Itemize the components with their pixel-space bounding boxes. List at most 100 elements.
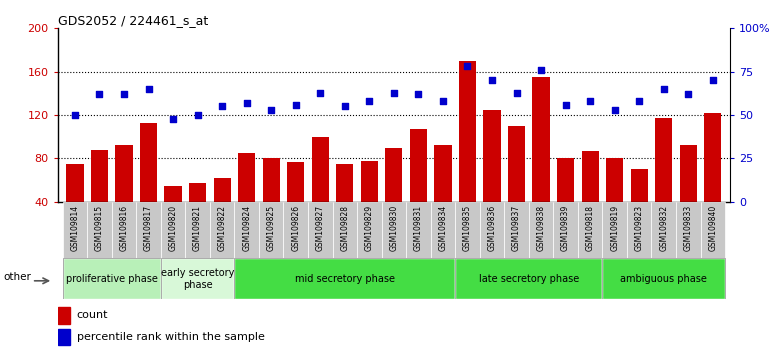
Bar	[234, 258, 455, 299]
Point	[412, 91, 424, 97]
Bar	[651, 202, 676, 258]
Bar	[308, 202, 333, 258]
Text: GSM109836: GSM109836	[487, 205, 497, 251]
Text: GSM109830: GSM109830	[390, 205, 398, 251]
Bar	[116, 145, 132, 202]
Text: GSM109828: GSM109828	[340, 205, 350, 251]
Bar	[360, 161, 378, 202]
Point	[167, 116, 179, 121]
Text: percentile rank within the sample: percentile rank within the sample	[76, 332, 264, 342]
Text: GSM109816: GSM109816	[119, 205, 129, 251]
Text: GSM109827: GSM109827	[316, 205, 325, 251]
Text: GSM109822: GSM109822	[218, 205, 226, 251]
Bar	[627, 202, 651, 258]
Text: GSM109829: GSM109829	[365, 205, 373, 251]
Bar	[186, 202, 210, 258]
Text: count: count	[76, 310, 108, 320]
Bar	[578, 202, 602, 258]
Text: GSM109831: GSM109831	[414, 205, 423, 251]
Bar	[62, 202, 87, 258]
Point	[608, 107, 621, 113]
Bar	[91, 150, 108, 202]
Text: ambiguous phase: ambiguous phase	[621, 274, 707, 284]
Text: other: other	[3, 272, 31, 282]
Point	[461, 64, 474, 69]
Bar	[631, 169, 648, 202]
Bar	[455, 202, 480, 258]
Point	[388, 90, 400, 95]
Text: GSM109833: GSM109833	[684, 205, 693, 251]
Point	[363, 98, 376, 104]
Bar	[655, 118, 672, 202]
Text: GSM109835: GSM109835	[463, 205, 472, 251]
Bar	[312, 137, 329, 202]
Bar	[357, 202, 382, 258]
Point	[339, 103, 351, 109]
Bar	[62, 258, 161, 299]
Bar	[504, 202, 529, 258]
Point	[682, 91, 695, 97]
Bar	[434, 145, 451, 202]
Bar	[533, 77, 550, 202]
Text: GSM109837: GSM109837	[512, 205, 521, 251]
Bar	[529, 202, 554, 258]
Bar	[701, 202, 725, 258]
Bar	[210, 202, 234, 258]
Bar	[333, 202, 357, 258]
Bar	[455, 258, 602, 299]
Point	[584, 98, 596, 104]
Text: GSM109823: GSM109823	[634, 205, 644, 251]
Point	[240, 100, 253, 106]
Bar	[140, 122, 157, 202]
Bar	[508, 126, 525, 202]
Text: GDS2052 / 224461_s_at: GDS2052 / 224461_s_at	[58, 14, 208, 27]
Text: GSM109815: GSM109815	[95, 205, 104, 251]
Text: GSM109820: GSM109820	[169, 205, 178, 251]
Point	[142, 86, 155, 92]
Point	[658, 86, 670, 92]
Bar	[234, 258, 455, 299]
Text: early secretory
phase: early secretory phase	[161, 268, 234, 290]
Text: GSM109818: GSM109818	[586, 205, 594, 251]
Bar	[602, 258, 725, 299]
Bar	[480, 202, 504, 258]
Bar	[165, 185, 182, 202]
Text: GSM109819: GSM109819	[610, 205, 619, 251]
Bar	[606, 159, 623, 202]
Point	[314, 90, 326, 95]
Bar	[112, 202, 136, 258]
Point	[560, 102, 572, 108]
Bar	[676, 202, 701, 258]
Bar	[680, 145, 697, 202]
Bar	[87, 202, 112, 258]
Text: GSM109826: GSM109826	[291, 205, 300, 251]
Bar	[581, 151, 599, 202]
Point	[535, 67, 547, 73]
Bar	[287, 162, 304, 202]
Point	[707, 78, 719, 83]
Bar	[238, 153, 255, 202]
Bar	[557, 159, 574, 202]
Text: GSM109832: GSM109832	[659, 205, 668, 251]
Bar	[554, 202, 578, 258]
Text: GSM109834: GSM109834	[438, 205, 447, 251]
Bar	[58, 307, 70, 324]
Bar	[283, 202, 308, 258]
Text: GSM109821: GSM109821	[193, 205, 202, 251]
Text: GSM109840: GSM109840	[708, 205, 718, 251]
Bar	[382, 202, 406, 258]
Point	[486, 78, 498, 83]
Text: GSM109824: GSM109824	[242, 205, 251, 251]
Text: late secretory phase: late secretory phase	[479, 274, 579, 284]
Bar	[161, 258, 234, 299]
Bar	[406, 202, 430, 258]
Point	[290, 102, 302, 108]
Bar	[189, 183, 206, 202]
Text: GSM109817: GSM109817	[144, 205, 153, 251]
Bar	[484, 110, 500, 202]
Text: GSM109814: GSM109814	[70, 205, 79, 251]
Bar	[66, 164, 83, 202]
Bar	[263, 159, 280, 202]
Text: proliferative phase: proliferative phase	[65, 274, 158, 284]
Point	[93, 91, 105, 97]
